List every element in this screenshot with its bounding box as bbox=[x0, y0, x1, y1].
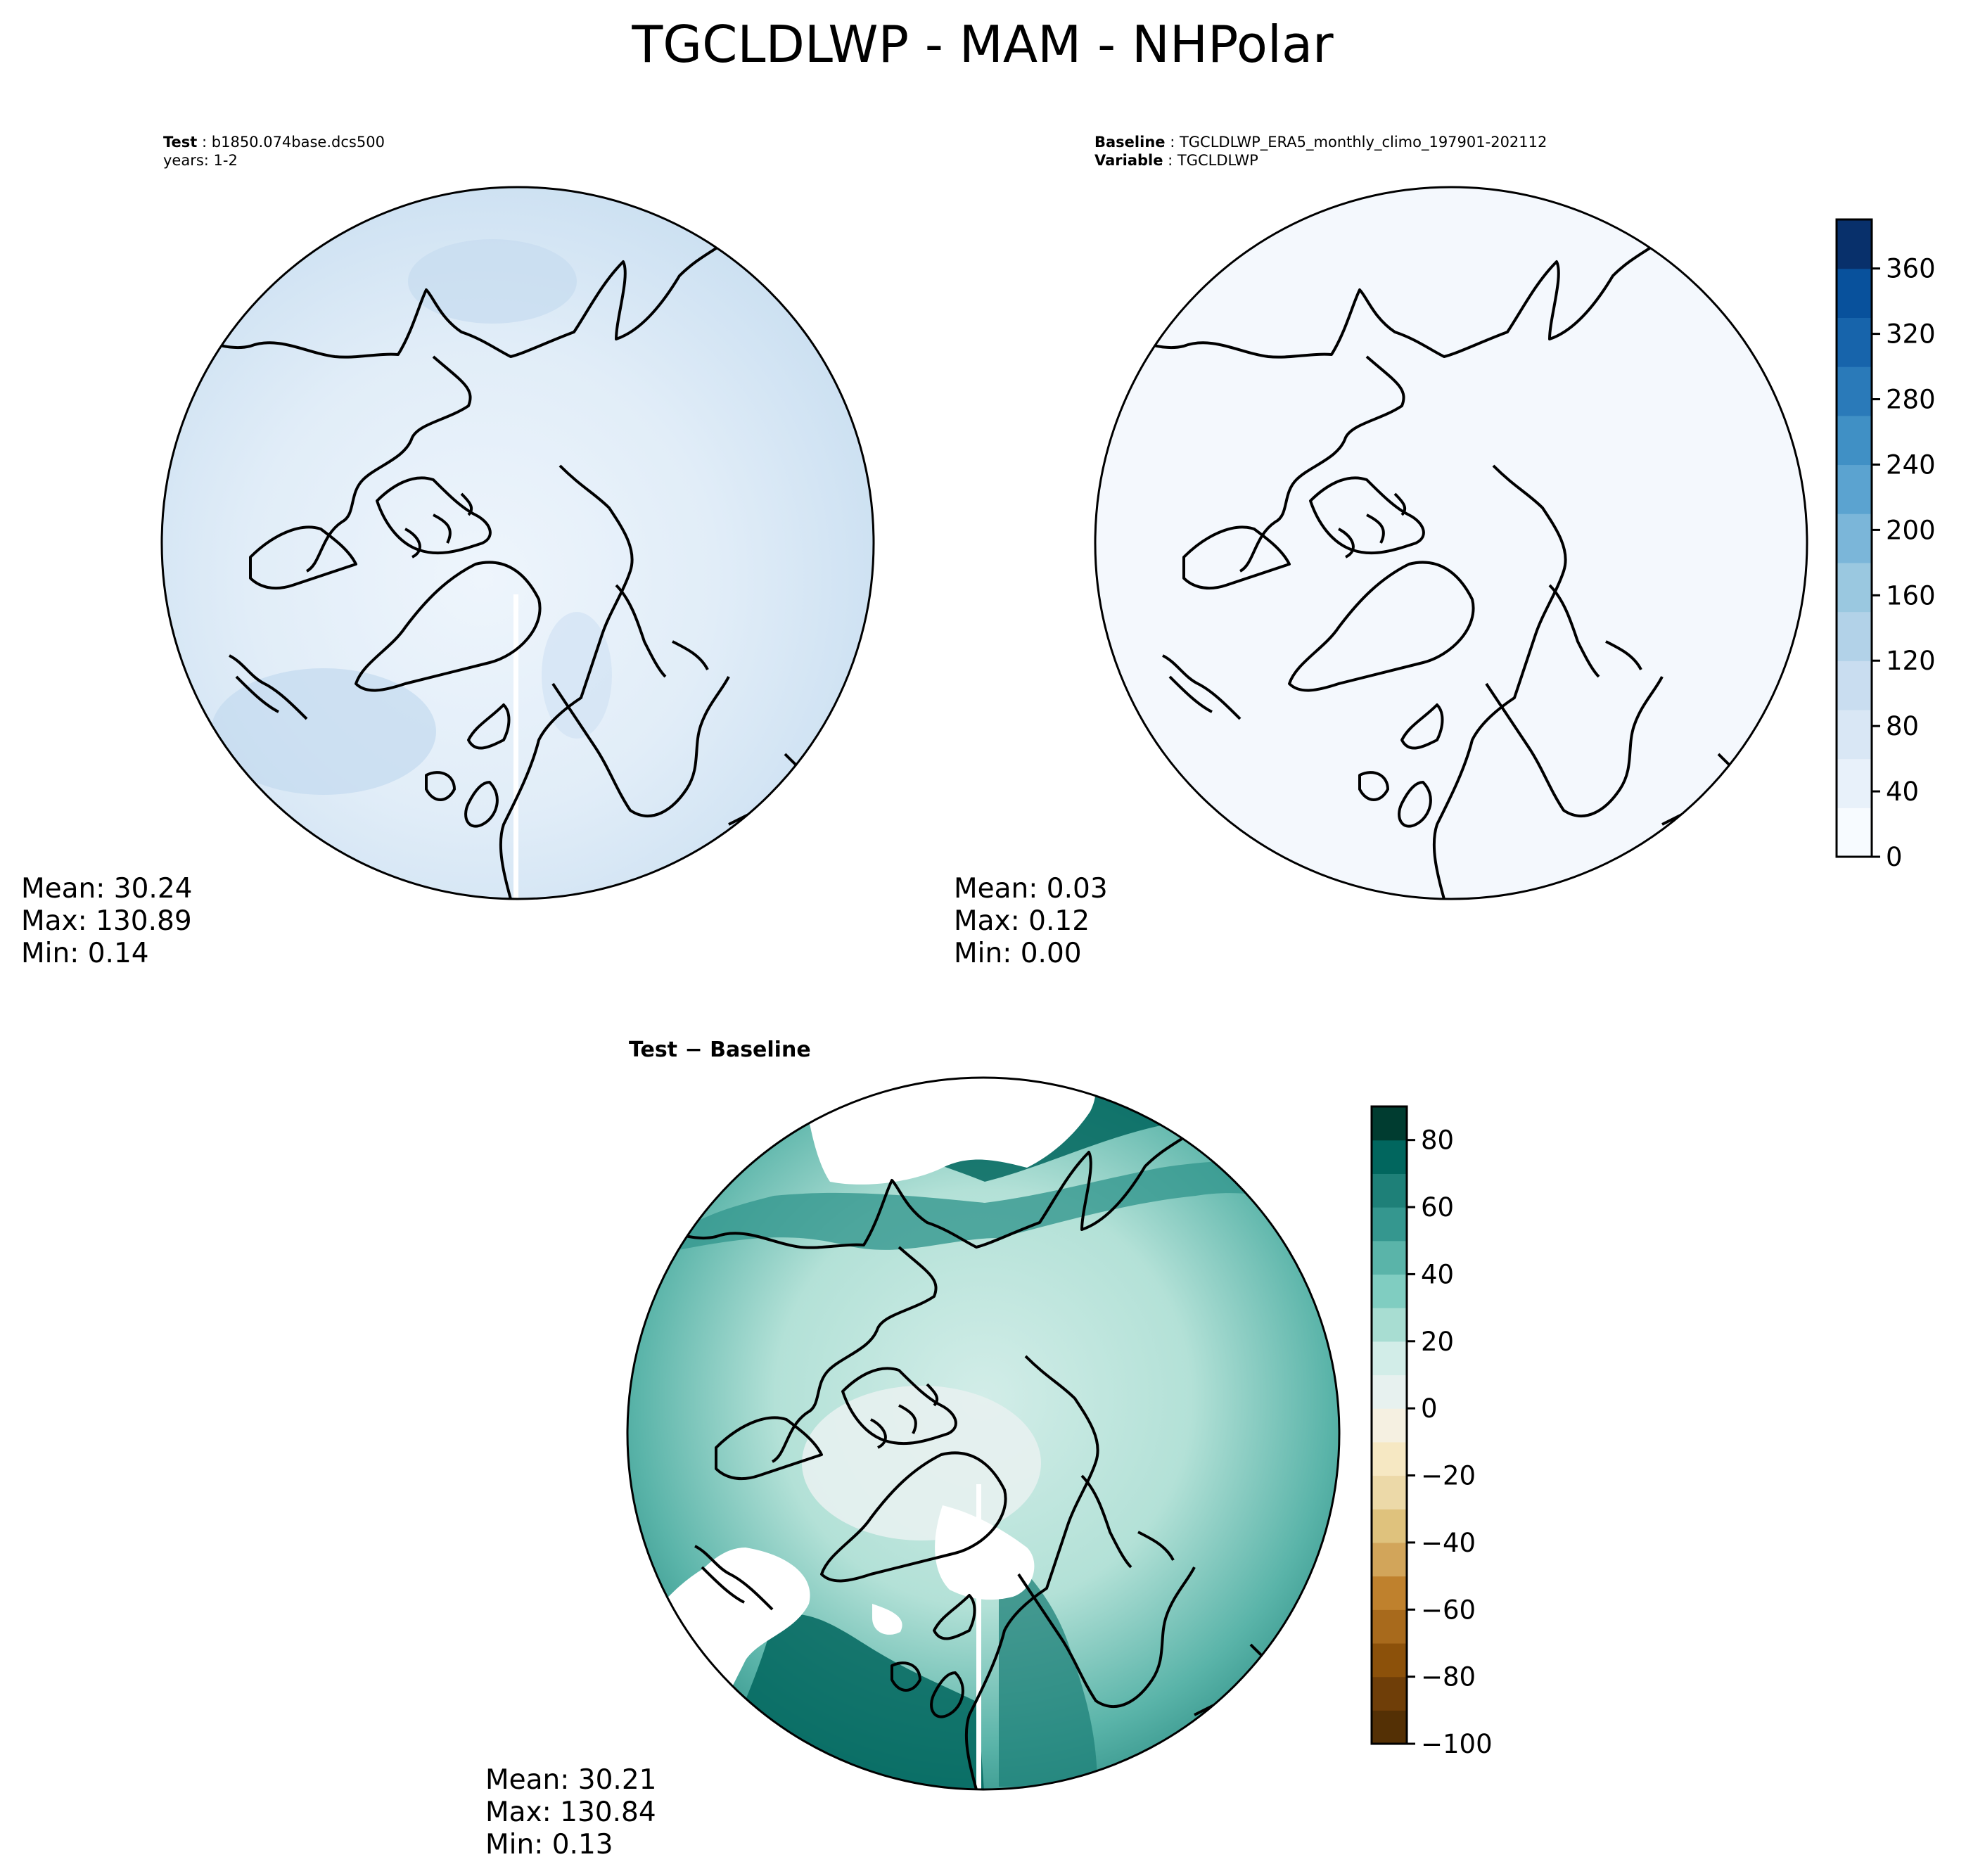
difference-colorbar-segment bbox=[1372, 1609, 1407, 1644]
absolute-colorbar-segment bbox=[1837, 661, 1872, 710]
absolute-colorbar-segment bbox=[1837, 808, 1872, 857]
difference-colorbar-segment bbox=[1372, 1308, 1407, 1342]
difference-colorbar-segment bbox=[1372, 1106, 1407, 1141]
difference-colorbar-segment bbox=[1372, 1207, 1407, 1242]
difference-colorbar-tick-label: −20 bbox=[1421, 1461, 1476, 1491]
difference-colorbar-tick-label: −60 bbox=[1421, 1595, 1476, 1625]
absolute-colorbar-tick-label: 360 bbox=[1886, 254, 1936, 284]
difference-colorbar-segment bbox=[1372, 1374, 1407, 1409]
absolute-colorbar-segment bbox=[1837, 268, 1872, 318]
difference-colorbar-segment bbox=[1372, 1408, 1407, 1443]
difference-colorbar-segment bbox=[1372, 1441, 1407, 1476]
difference-colorbar-segment bbox=[1372, 1240, 1407, 1275]
difference-title-baseline: Baseline bbox=[710, 1038, 811, 1062]
difference-colorbar-segment bbox=[1372, 1341, 1407, 1376]
test-case-name: b1850.074base.dcs500 bbox=[212, 134, 385, 151]
absolute-colorbar-tick-label: 0 bbox=[1886, 842, 1903, 872]
difference-colorbar-tick-label: 0 bbox=[1421, 1393, 1438, 1424]
difference-colorbar-segment bbox=[1372, 1509, 1407, 1543]
absolute-colorbar-tick-label: 80 bbox=[1886, 711, 1919, 741]
difference-min: Min: 0.13 bbox=[485, 1829, 613, 1861]
difference-colorbar-tick-label: −40 bbox=[1421, 1528, 1476, 1558]
absolute-colorbar-segment bbox=[1837, 317, 1872, 367]
test-seam-line bbox=[513, 594, 518, 899]
difference-colorbar-frame bbox=[1370, 1105, 1408, 1745]
variable-label: Variable bbox=[1094, 152, 1163, 169]
test-mean: Mean: 30.24 bbox=[21, 873, 192, 905]
difference-colorbar-tick-label: 40 bbox=[1421, 1259, 1454, 1289]
test-header: Test : b1850.074base.dcs500 bbox=[163, 134, 385, 151]
difference-title: Test − Baseline bbox=[629, 1038, 811, 1062]
test-map bbox=[162, 187, 874, 899]
absolute-colorbar-segment bbox=[1837, 758, 1872, 808]
absolute-colorbar-segment bbox=[1837, 611, 1872, 661]
difference-colorbar-segment bbox=[1372, 1642, 1407, 1678]
difference-colorbar-segment bbox=[1372, 1140, 1407, 1174]
difference-colorbar-tick-label: 60 bbox=[1421, 1192, 1454, 1223]
absolute-colorbar-tick-label: 280 bbox=[1886, 385, 1936, 415]
difference-colorbar-segment bbox=[1372, 1576, 1407, 1610]
difference-colorbar-segment bbox=[1372, 1274, 1407, 1308]
difference-colorbar-segment bbox=[1372, 1710, 1407, 1744]
baseline-label: Baseline bbox=[1094, 134, 1166, 151]
absolute-colorbar-tick-label: 160 bbox=[1886, 580, 1936, 611]
baseline-panel: Baseline : TGCLDLWP_ERA5_monthly_climo_1… bbox=[954, 134, 1808, 969]
difference-map-border bbox=[626, 1076, 1341, 1791]
baseline-mean: Mean: 0.03 bbox=[954, 873, 1108, 905]
baseline-variable-line: Variable : TGCLDLWP bbox=[1094, 152, 1258, 169]
test-max: Max: 130.89 bbox=[21, 905, 192, 937]
difference-seam-line bbox=[976, 1484, 981, 1789]
baseline-map-border bbox=[1094, 186, 1808, 900]
difference-colorbar-tick-label: −80 bbox=[1421, 1662, 1476, 1692]
difference-colorbar-segment bbox=[1372, 1542, 1407, 1577]
baseline-case-name: TGCLDLWP_ERA5_monthly_climo_197901-20211… bbox=[1179, 134, 1547, 151]
difference-colorbar: 80 60 40 20 0 −20 −40 −60 −80 −100 bbox=[1370, 1105, 1493, 1759]
baseline-map bbox=[1095, 187, 1807, 899]
baseline-min: Min: 0.00 bbox=[954, 938, 1082, 969]
absolute-colorbar-frame bbox=[1835, 218, 1873, 858]
absolute-colorbar-segment bbox=[1837, 366, 1872, 416]
test-years: years: 1-2 bbox=[163, 152, 238, 169]
difference-colorbar-segment bbox=[1372, 1475, 1407, 1510]
figure-title: TGCLDLWP - MAM - NHPolar bbox=[631, 15, 1334, 74]
baseline-header: Baseline : TGCLDLWP_ERA5_monthly_climo_1… bbox=[1094, 134, 1547, 151]
difference-colorbar-tick-label: 80 bbox=[1421, 1125, 1454, 1156]
difference-title-sep: − bbox=[684, 1038, 702, 1062]
difference-panel: Test − Baseline Mean: 30.21 Max: 130.84 … bbox=[485, 1038, 1341, 1861]
difference-colorbar-segment bbox=[1372, 1173, 1407, 1208]
difference-colorbar-tick-label: −100 bbox=[1421, 1729, 1493, 1759]
test-label: Test bbox=[163, 134, 197, 151]
test-map-border bbox=[160, 186, 875, 900]
difference-colorbar-tick-label: 20 bbox=[1421, 1327, 1454, 1357]
absolute-colorbar-segment bbox=[1837, 709, 1872, 760]
absolute-colorbar-tick-label: 240 bbox=[1886, 449, 1936, 480]
absolute-colorbar-segment bbox=[1837, 562, 1872, 613]
baseline-max: Max: 0.12 bbox=[954, 905, 1090, 937]
difference-mean: Mean: 30.21 bbox=[485, 1764, 656, 1796]
difference-title-test: Test bbox=[629, 1038, 677, 1062]
absolute-colorbar-segment bbox=[1837, 513, 1872, 563]
absolute-colorbar: 0 40 80 120 160 200 240 280 320 360 bbox=[1835, 218, 1936, 872]
absolute-colorbar-segment bbox=[1837, 464, 1872, 514]
absolute-colorbar-segment bbox=[1837, 415, 1872, 466]
absolute-colorbar-tick-label: 120 bbox=[1886, 646, 1936, 676]
test-panel: Test : b1850.074base.dcs500 years: 1-2 M… bbox=[21, 134, 875, 969]
absolute-colorbar-tick-label: 320 bbox=[1886, 319, 1936, 350]
difference-max: Max: 130.84 bbox=[485, 1797, 656, 1828]
absolute-colorbar-tick-label: 200 bbox=[1886, 515, 1936, 545]
absolute-colorbar-segment bbox=[1837, 219, 1872, 269]
absolute-colorbar-tick-label: 40 bbox=[1886, 777, 1919, 807]
variable-name: TGCLDLWP bbox=[1177, 152, 1258, 169]
difference-colorbar-segment bbox=[1372, 1676, 1407, 1711]
test-min: Min: 0.14 bbox=[21, 938, 149, 969]
baseline-map-field bbox=[1095, 187, 1807, 899]
difference-map bbox=[627, 1078, 1339, 1789]
